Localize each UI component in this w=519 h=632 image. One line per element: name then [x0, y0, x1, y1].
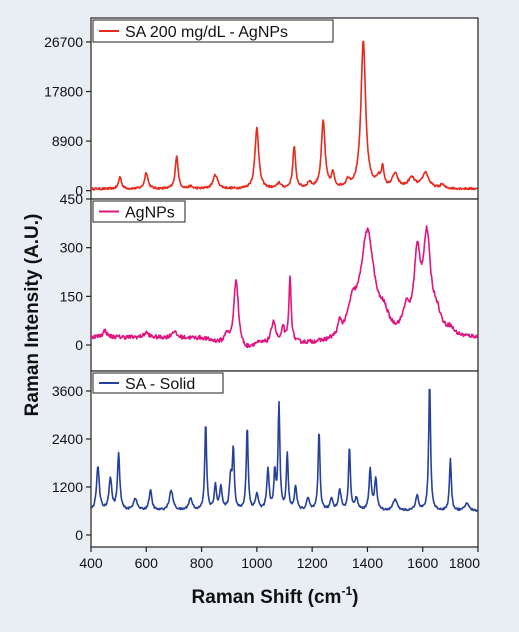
spectrum-line [90, 225, 479, 349]
legend-box [92, 372, 224, 394]
y-tick-label: 8900 [52, 133, 83, 149]
x-tick-label: 1800 [449, 555, 480, 571]
x-axis-label-main: Raman Shift (cm [192, 587, 342, 608]
y-tick-label: 150 [60, 288, 84, 304]
plot-area-frame [90, 198, 479, 372]
x-axis-label: Raman Shift (cm-1) [192, 584, 359, 608]
plot-area-frame [90, 17, 479, 200]
x-axis-label-tail: ) [352, 587, 358, 608]
y-tick-label: 450 [60, 191, 84, 207]
legend: AgNPs [92, 200, 186, 223]
plot-panels: 0 8900 17800 26700 SA 200 mg/dL - AgNPs 0 150 3… [44, 17, 479, 548]
legend-box [92, 19, 334, 43]
legend: SA - Solid [92, 372, 224, 394]
x-tick-label: 800 [190, 555, 214, 571]
y-tick-label: 0 [75, 183, 83, 199]
x-axis-label-sup: -1 [341, 584, 352, 598]
x-tick-label: 1200 [297, 555, 328, 571]
y-tick-label: 300 [60, 240, 84, 256]
panel-3: 0 1200 2400 3600 SA - Solid [52, 370, 479, 548]
plot-area-frame [90, 370, 479, 548]
legend-label: SA 200 mg/dL - AgNPs [125, 24, 288, 41]
y-axis-label: Raman Intensity (A.U.) [22, 214, 43, 417]
x-tick-label: 1600 [407, 555, 438, 571]
y-tick-label: 26700 [44, 34, 83, 50]
x-axis-ticks: 400 600 800 1000 1200 1400 1600 1800 [79, 547, 480, 571]
y-tick-label: 0 [75, 337, 83, 353]
x-tick-label: 400 [79, 555, 103, 571]
legend-label: AgNPs [125, 205, 175, 222]
panel-2: 0 150 300 450 AgNPs [60, 191, 479, 372]
x-tick-label: 1000 [241, 555, 272, 571]
y-tick-label: 1200 [52, 479, 83, 495]
legend: SA 200 mg/dL - AgNPs [92, 19, 334, 43]
x-tick-label: 1400 [352, 555, 383, 571]
y-tick-label: 2400 [52, 431, 83, 447]
x-tick-label: 600 [135, 555, 159, 571]
legend-label: SA - Solid [125, 376, 195, 393]
y-tick-label: 0 [75, 527, 83, 543]
y-tick-label: 17800 [44, 84, 83, 100]
legend-box [92, 200, 186, 223]
panel-1: 0 8900 17800 26700 SA 200 mg/dL - AgNPs [44, 17, 479, 200]
spectrum-line [91, 388, 478, 513]
spectrum-line [90, 40, 478, 191]
y-tick-label: 3600 [52, 383, 83, 399]
